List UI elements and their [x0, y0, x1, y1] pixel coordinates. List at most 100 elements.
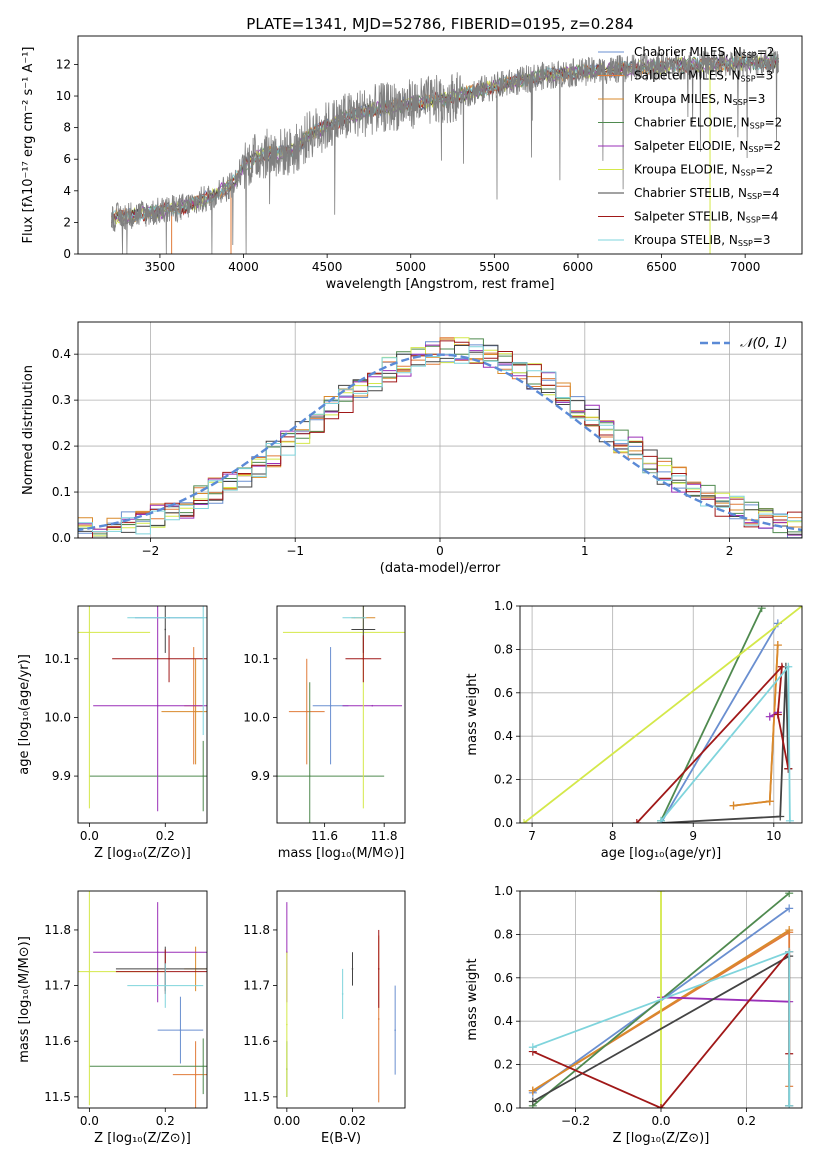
- x-tick-label: 4000: [228, 260, 259, 274]
- chart-panel: −0.2 0.0 0.2 0.0 0.2 0.4 0.6 0.8 1.0 Z [log₁₀(Z/Z…: [465, 884, 803, 1146]
- series-marker: [776, 812, 785, 821]
- series-line: [636, 664, 790, 823]
- series-marker: [785, 947, 794, 956]
- series-marker: [784, 662, 793, 671]
- x-tick-label: 10: [766, 829, 781, 843]
- y-tick-label: 0.2: [494, 773, 513, 787]
- observed-spectrum-line: [111, 48, 779, 254]
- data-point: [202, 775, 205, 777]
- x-tick-label: 6500: [646, 260, 677, 274]
- x-tick-label: 3500: [145, 260, 176, 274]
- x-tick-label: −0.2: [561, 1114, 590, 1128]
- legend: Chabrier MILES, NSSP=2 Salpeter MILES, NS…: [598, 45, 782, 248]
- y-tick-label: 1.0: [494, 884, 513, 898]
- legend-entry: Salpeter STELIB, NSSP=4: [634, 210, 778, 225]
- x-tick-label: 0.00: [273, 1114, 300, 1128]
- data-point: [305, 710, 308, 713]
- y-tick-label: 0.3: [52, 393, 71, 407]
- data-point: [377, 1018, 380, 1020]
- chart-panel: 11.6 11.8 9.9 10.0 10.1 mass [log₁₀(M/M⊙)]: [243, 605, 406, 861]
- series-line: [660, 622, 779, 823]
- x-axis-label: mass [log₁₀(M/M⊙)]: [278, 846, 405, 861]
- plot-area: [78, 322, 802, 538]
- series-marker: [765, 797, 774, 806]
- y-tick-label: 11.7: [44, 979, 71, 993]
- x-tick-label: 9: [689, 829, 697, 843]
- x-axis-label: age [log₁₀(age/yr)]: [601, 846, 722, 861]
- y-tick-label: 0.0: [52, 531, 71, 545]
- data-point: [329, 704, 332, 707]
- x-tick-label: 0.2: [156, 1114, 175, 1128]
- x-axis-label: E(B-V): [321, 1131, 361, 1146]
- series-marker: [528, 1097, 537, 1106]
- data-point: [286, 1023, 288, 1026]
- x-tick-label: 6000: [563, 260, 594, 274]
- y-tick-label: 2: [63, 215, 71, 229]
- x-tick-label: 0.0: [80, 1114, 99, 1128]
- plot-area: [277, 606, 405, 823]
- y-tick-label: 0.4: [494, 729, 513, 743]
- x-axis-label: Z [log₁₀(Z/Z⊙)]: [94, 846, 191, 861]
- y-tick-label: 11.6: [44, 1034, 71, 1048]
- series-marker: [785, 1101, 794, 1108]
- series-marker: [785, 926, 794, 935]
- x-axis-label: Z [log₁₀(Z/Z⊙)]: [94, 1131, 191, 1146]
- data-point: [341, 993, 344, 995]
- data-point: [202, 616, 205, 619]
- y-tick-label: 6: [63, 152, 71, 166]
- series-marker: [528, 1043, 537, 1052]
- y-tick-label: 10: [56, 89, 71, 103]
- y-tick-label: 0: [63, 247, 71, 261]
- y-tick-label: 8: [63, 121, 71, 135]
- legend-entry: 𝒩(0, 1): [740, 336, 787, 351]
- series-marker: [657, 816, 665, 823]
- data-point: [353, 616, 356, 619]
- legend-entry: Kroupa ELODIE, NSSP=2: [634, 163, 773, 178]
- axes-frame: [77, 890, 208, 1109]
- chart-panel: 0.0 0.2 11.5 11.6 11.7 11.8 Z [log₁₀(Z/Z⊙)] mas…: [17, 890, 208, 1146]
- plot-area: [78, 891, 207, 1108]
- y-tick-label: 4: [63, 184, 71, 198]
- series-line: [660, 607, 763, 822]
- data-point: [156, 951, 159, 954]
- data-point: [351, 968, 354, 970]
- legend-entry: Salpeter ELODIE, NSSP=2: [634, 139, 781, 154]
- legend-entry: Chabrier MILES, NSSP=2: [634, 45, 774, 60]
- series-marker: [657, 891, 665, 895]
- series-marker: [632, 819, 641, 823]
- x-axis-label: Z [log₁₀(Z/Z⊙)]: [613, 1131, 710, 1146]
- chart-panel: 0.0 0.2 9.9 10.0 10.1 Z [log₁₀(Z/Z⊙)] age [log…: [17, 605, 208, 861]
- y-tick-label: 10.1: [243, 652, 270, 666]
- y-tick-label: 11.6: [243, 1034, 270, 1048]
- series-marker: [528, 1086, 537, 1095]
- y-tick-label: 10.0: [44, 710, 71, 724]
- axes-frame: [519, 605, 803, 824]
- x-tick-label: −1: [286, 544, 304, 558]
- y-tick-label: 1.0: [494, 599, 513, 613]
- legend-entry: Kroupa MILES, NSSP=3: [634, 92, 765, 107]
- legend-entry: Kroupa STELIB, NSSP=3: [634, 233, 771, 248]
- y-tick-label: 0.0: [494, 1101, 513, 1115]
- axes-frame: [77, 321, 803, 539]
- x-tick-label: 5500: [479, 260, 510, 274]
- series-marker: [765, 712, 774, 721]
- data-point: [371, 704, 374, 707]
- y-tick-label: 0.2: [52, 439, 71, 453]
- y-tick-label: 11.8: [243, 923, 270, 937]
- legend-entry: Salpeter MILES, NSSP=3: [634, 69, 773, 84]
- x-tick-label: 11.8: [371, 829, 398, 843]
- x-tick-label: 7: [528, 829, 536, 843]
- y-axis-label: mass weight: [465, 673, 480, 755]
- axes-frame: [276, 605, 406, 824]
- plot-area: [78, 606, 207, 812]
- x-tick-label: 0.0: [651, 1114, 670, 1128]
- data-point: [156, 704, 159, 707]
- x-tick-label: 8: [609, 829, 617, 843]
- data-point: [194, 1073, 197, 1076]
- y-axis-label: mass [log₁₀(M/M⊙)]: [17, 936, 32, 1063]
- chart-panel: −2 −1 0 1 2 0.0 0.1 0.2 0.3 0.4 (data-model)/error…: [21, 321, 803, 576]
- normal-reference-line: [78, 353, 802, 532]
- plot-area: [111, 48, 779, 254]
- y-tick-label: 0.6: [494, 686, 513, 700]
